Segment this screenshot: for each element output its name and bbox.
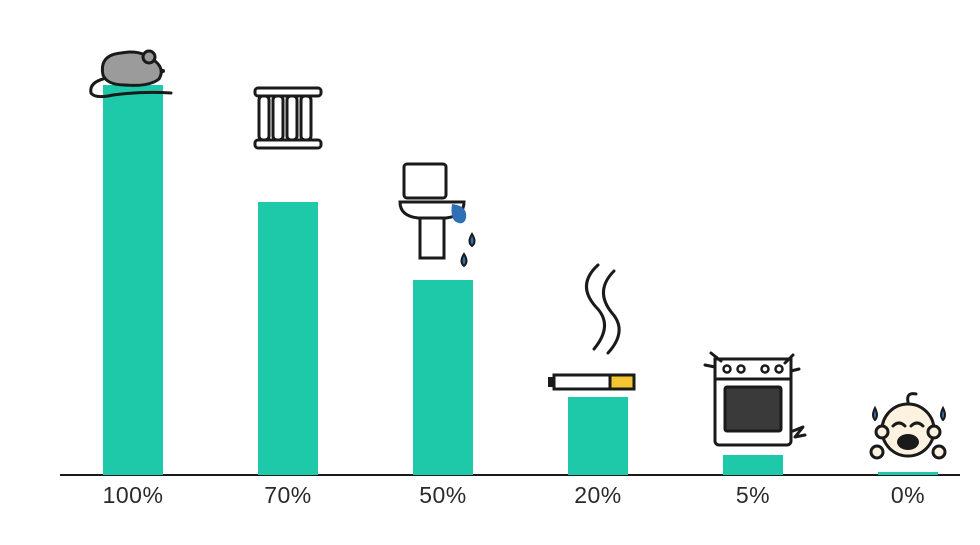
rat-icon [85,41,181,101]
xlabel-2: 50% [419,482,467,509]
bar-rat [103,85,163,475]
baby-icon [853,382,963,472]
xlabel-3: 20% [574,482,622,509]
chart-container: 100% 70% 50% 20% 5% 0% [0,0,980,545]
xlabel-5: 0% [891,482,925,509]
bar-toilet [413,280,473,475]
xlabel-1: 70% [264,482,312,509]
x-axis [60,474,960,476]
radiator-icon [243,82,333,202]
stove-icon [693,335,813,455]
xlabel-0: 100% [103,482,164,509]
bar-cigarette [568,397,628,475]
toilet-icon [394,160,504,280]
bar-stove [723,455,783,475]
bar-radiator [258,202,318,475]
bar-baby [878,472,938,475]
cigarette-icon [536,257,656,397]
xlabel-4: 5% [736,482,770,509]
